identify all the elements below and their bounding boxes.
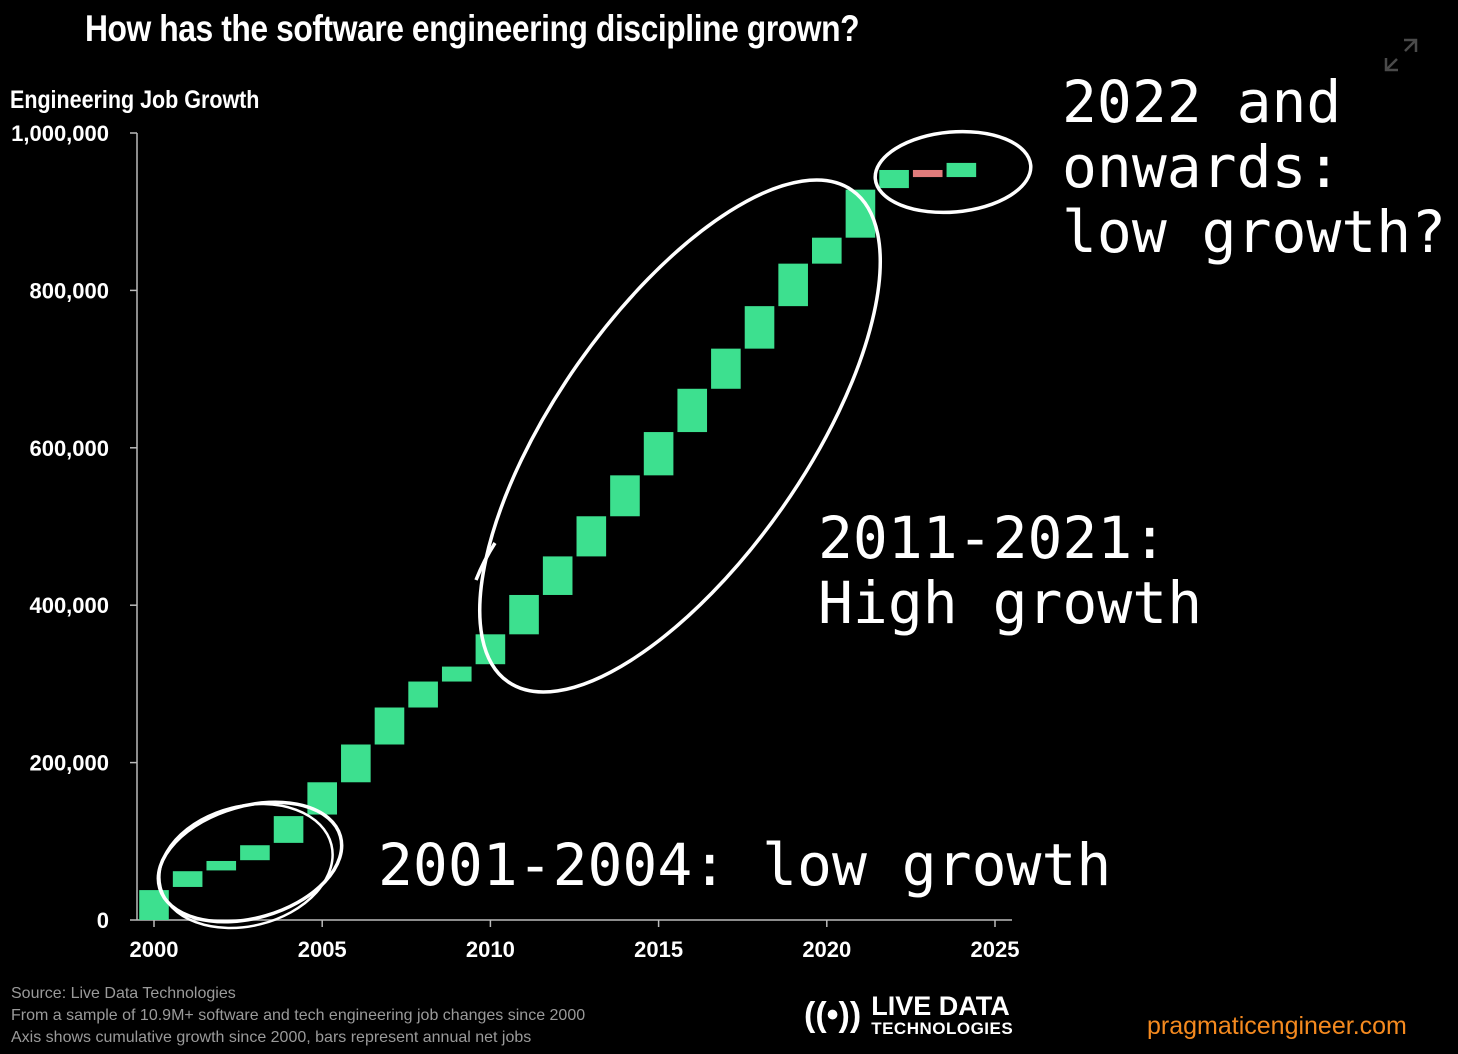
bar-2011 xyxy=(509,594,539,635)
x-tick-label: 2020 xyxy=(802,937,851,962)
annotation-2011-2021: 2011-2021: High growth xyxy=(818,504,1203,637)
live-data-logo: ((•)) LIVE DATA TECHNOLOGIES xyxy=(804,993,1013,1039)
circle-mid xyxy=(478,178,882,694)
bar-2015 xyxy=(643,432,674,476)
y-tick-label: 800,000 xyxy=(29,278,109,303)
bar-2003 xyxy=(240,845,270,861)
bar-2001 xyxy=(172,871,203,887)
hand-drawn-circles xyxy=(156,129,1033,930)
bar-2008 xyxy=(408,681,438,708)
circle-mid-tail xyxy=(474,542,497,581)
broadcast-icon: ((•)) xyxy=(804,996,862,1035)
bar-2013 xyxy=(576,516,607,557)
bar-2007 xyxy=(374,707,405,745)
y-tick-label: 600,000 xyxy=(29,436,109,461)
x-axis: 2000 2005 2010 2015 2020 2025 xyxy=(130,919,1020,962)
y-tick-label: 1,000,000 xyxy=(11,121,109,146)
footer-axis-note: Axis shows cumulative growth since 2000,… xyxy=(11,1029,532,1046)
x-tick-label: 2015 xyxy=(634,937,683,962)
logo-line-2: TECHNOLOGIES xyxy=(871,1019,1014,1038)
bar-2006 xyxy=(341,744,371,783)
circle-late xyxy=(873,129,1033,215)
x-tick-label: 2000 xyxy=(130,937,179,962)
bar-2022 xyxy=(879,169,909,189)
y-axis-label: Engineering Job Growth xyxy=(10,85,259,113)
bar-2018 xyxy=(744,306,775,349)
y-tick-label: 400,000 xyxy=(29,593,109,618)
bar-2002 xyxy=(206,860,237,871)
y-tick-label: 200,000 xyxy=(29,751,109,776)
bars-group xyxy=(139,162,977,920)
bar-2017 xyxy=(711,348,741,389)
bar-2019 xyxy=(778,263,808,307)
chart-title: How has the software engineering discipl… xyxy=(85,8,860,49)
y-axis: 0 200,000 400,000 600,000 800,000 1,000,000 xyxy=(11,121,138,933)
x-tick-label: 2025 xyxy=(971,937,1020,962)
annotation-2001-2004: 2001-2004: low growth xyxy=(378,831,1112,899)
bar-2014 xyxy=(610,475,640,517)
x-tick-label: 2010 xyxy=(466,937,515,962)
expand-icon[interactable] xyxy=(1384,38,1418,72)
x-tick-label: 2005 xyxy=(298,937,347,962)
y-tick-label: 0 xyxy=(97,908,109,933)
footer-sample: From a sample of 10.9M+ software and tec… xyxy=(11,1007,586,1024)
bar-2020 xyxy=(811,237,842,264)
bar-2023 xyxy=(912,169,943,178)
bar-2009 xyxy=(441,666,472,682)
bar-2012 xyxy=(542,556,573,595)
bar-2016 xyxy=(677,388,708,433)
logo-line-1: LIVE DATA xyxy=(871,991,1010,1021)
bar-2024 xyxy=(946,162,977,178)
circle-early-2 xyxy=(158,802,334,930)
site-watermark[interactable]: pragmaticengineer.com xyxy=(1147,1012,1407,1040)
footer-source: Source: Live Data Technologies xyxy=(11,985,236,1002)
annotation-2022-onwards: 2022 and onwards: low growth? xyxy=(1062,68,1447,266)
bar-2004 xyxy=(273,816,304,843)
